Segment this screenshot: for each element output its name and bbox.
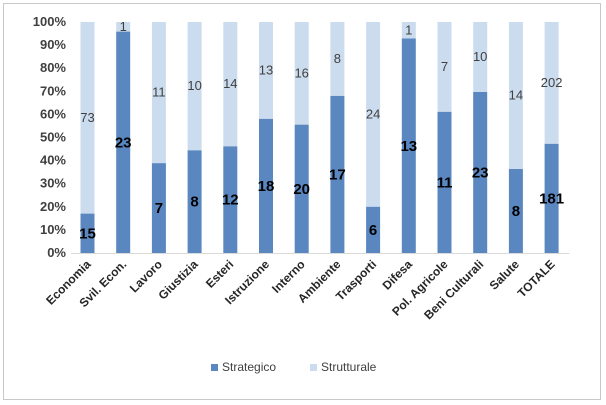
data-label-strategico: 23 [115,134,132,151]
data-label-strategico: 13 [400,138,417,155]
y-axis: 0% 10% 20% 30% 40% 50% 60% 70% 80% 90% 100% [33,14,67,260]
y-tick-label: 10% [40,222,66,237]
bar-strategico [366,206,381,253]
data-label-strategico: 12 [222,192,239,209]
y-tick-label: 80% [40,60,66,75]
bar-strategico [330,95,345,253]
data-label-strategico: 6 [369,222,377,239]
bar-strategico [294,124,309,254]
data-label-strutturale: 73 [80,110,94,125]
bar-strutturale [116,22,131,32]
bar-strategico [259,118,273,253]
stacked-bar-chart: 0% 10% 20% 30% 40% 50% 60% 70% 80% 90% 100% 15 73 23… [33,14,570,374]
y-tick-label: 90% [40,37,66,52]
y-tick-label: 100% [33,14,67,29]
bar-strutturale [259,22,273,119]
data-label-strutturale: 13 [259,62,273,77]
data-label-strategico: 7 [155,200,163,217]
data-label-strutturale: 1 [120,19,127,34]
data-label-strutturale: 1 [405,22,412,37]
bar-strategico [544,143,559,253]
data-label-strutturale: 7 [441,59,448,74]
data-label-strutturale: 10 [473,49,487,64]
bar-strutturale [151,22,166,164]
data-label-strutturale: 8 [334,51,341,66]
bar-strategico [187,150,202,253]
y-tick-label: 0% [47,245,66,260]
bar-strutturale [80,22,95,214]
data-label-strategico: 17 [329,166,346,183]
data-label-strutturale: 24 [366,106,380,121]
data-label-strategico: 20 [293,181,310,198]
bar-strategico [223,146,238,253]
bar-strutturale [508,22,523,169]
x-tick-label: Giustizia [155,257,200,302]
data-label-strutturale: 14 [223,76,237,91]
y-tick-label: 50% [40,130,66,145]
bar-strutturale [473,22,488,92]
bar-strutturale [330,22,345,96]
bar-strategico [151,163,166,253]
bar-strutturale [366,22,381,207]
x-tick-label: TOTALE [515,257,558,300]
bar-strutturale [223,22,238,147]
y-tick-label: 30% [40,176,66,191]
bar-strutturale [544,22,559,144]
bar-strategico [116,31,131,253]
data-label-strategico: 11 [437,174,453,191]
bar-strategico [508,169,523,253]
chart-frame: 0% 10% 20% 30% 40% 50% 60% 70% 80% 90% 100% 15 73 23… [3,3,601,400]
data-label-strutturale: 11 [152,85,166,100]
data-label-strategico: 18 [258,178,275,195]
bar-strutturale [294,22,309,125]
data-label-strategico: 23 [472,165,489,182]
data-label-strategico: 181 [539,190,564,207]
legend-label-strategico: Strategico [222,360,276,374]
bar-strategico [437,111,452,253]
legend-swatch-strutturale [310,364,317,371]
legend-label-strutturale: Strutturale [321,360,377,374]
bar-strutturale [187,22,202,151]
legend: Strategico Strutturale [211,360,377,374]
bar-strategico [473,92,488,253]
data-label-strutturale: 16 [294,65,308,80]
y-tick-label: 40% [40,153,66,168]
bar-strategico [401,38,416,253]
y-tick-label: 60% [40,106,66,121]
y-tick-label: 20% [40,199,66,214]
legend-swatch-strategico [211,364,218,371]
bar-strutturale [437,22,452,112]
bar-strutturale [401,22,416,39]
data-label-strategico: 8 [190,194,198,211]
data-label-strategico: 8 [512,203,520,220]
y-tick-label: 70% [40,83,66,98]
data-label-strutturale: 202 [541,75,563,90]
bars: 1573231711810121418132016178624131117231… [79,19,564,254]
bar-strategico [80,213,95,253]
data-label-strutturale: 10 [187,78,201,93]
data-label-strutturale: 14 [509,88,523,103]
x-tick-label: Esteri [203,257,236,290]
data-label-strategico: 15 [79,225,96,242]
